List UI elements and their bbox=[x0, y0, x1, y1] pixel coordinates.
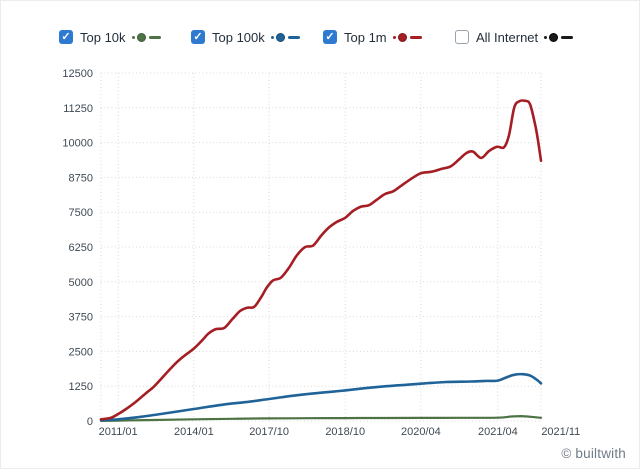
y-tick-label: 10000 bbox=[62, 138, 93, 150]
y-tick-label: 11250 bbox=[63, 103, 93, 115]
legend-label-all-internet: All Internet bbox=[476, 29, 539, 45]
top-100k-series-marker-icon bbox=[270, 32, 300, 42]
legend-item-top-10k[interactable]: Top 10k bbox=[59, 30, 191, 45]
y-tick-label: 6250 bbox=[69, 242, 93, 254]
x-tick-label: 2021/11 bbox=[541, 426, 580, 438]
legend-label-top-100k: Top 100k bbox=[212, 29, 265, 45]
top-1m-checkbox-icon[interactable] bbox=[323, 30, 337, 44]
copyright-builtwith-link[interactable]: © builtwith bbox=[561, 446, 626, 461]
all-internet-checkbox-icon[interactable] bbox=[455, 30, 469, 44]
legend-item-top-1m[interactable]: Top 1m bbox=[323, 30, 455, 45]
x-tick-label: 2020/04 bbox=[401, 426, 441, 438]
legend-label-top-10k: Top 10k bbox=[80, 29, 126, 45]
x-tick-label: 2018/10 bbox=[325, 426, 365, 438]
y-tick-label: 2500 bbox=[69, 346, 93, 358]
legend-label-top-1m: Top 1m bbox=[344, 29, 387, 45]
all-internet-series-marker-icon bbox=[544, 32, 574, 42]
x-tick-label: 2011/01 bbox=[99, 426, 138, 438]
top-100k-checkbox-icon[interactable] bbox=[191, 30, 205, 44]
top-10k-series-marker-icon bbox=[131, 32, 161, 42]
series-line-top-1m[interactable] bbox=[99, 99, 543, 421]
x-tick-label: 2014/01 bbox=[174, 426, 214, 438]
legend-item-all-internet[interactable]: All Internet bbox=[455, 30, 587, 45]
series-line-top-10k[interactable] bbox=[99, 415, 543, 422]
top-10k-checkbox-icon[interactable] bbox=[59, 30, 73, 44]
chart-legend: Top 10k Top 100k Top 1m All Internet bbox=[59, 27, 599, 47]
y-tick-label: 8750 bbox=[69, 172, 93, 184]
y-tick-label: 1250 bbox=[69, 381, 93, 393]
y-tick-label: 0 bbox=[87, 416, 93, 428]
x-tick-label: 2021/04 bbox=[478, 426, 518, 438]
y-tick-label: 12500 bbox=[62, 68, 93, 80]
y-tick-label: 7500 bbox=[69, 207, 93, 219]
top-1m-series-marker-icon bbox=[392, 32, 422, 42]
x-tick-label: 2017/10 bbox=[249, 426, 289, 438]
y-tick-label: 5000 bbox=[69, 277, 93, 289]
legend-item-top-100k[interactable]: Top 100k bbox=[191, 30, 323, 45]
y-tick-label: 3750 bbox=[69, 312, 93, 324]
series-line-top-100k[interactable] bbox=[99, 372, 543, 422]
